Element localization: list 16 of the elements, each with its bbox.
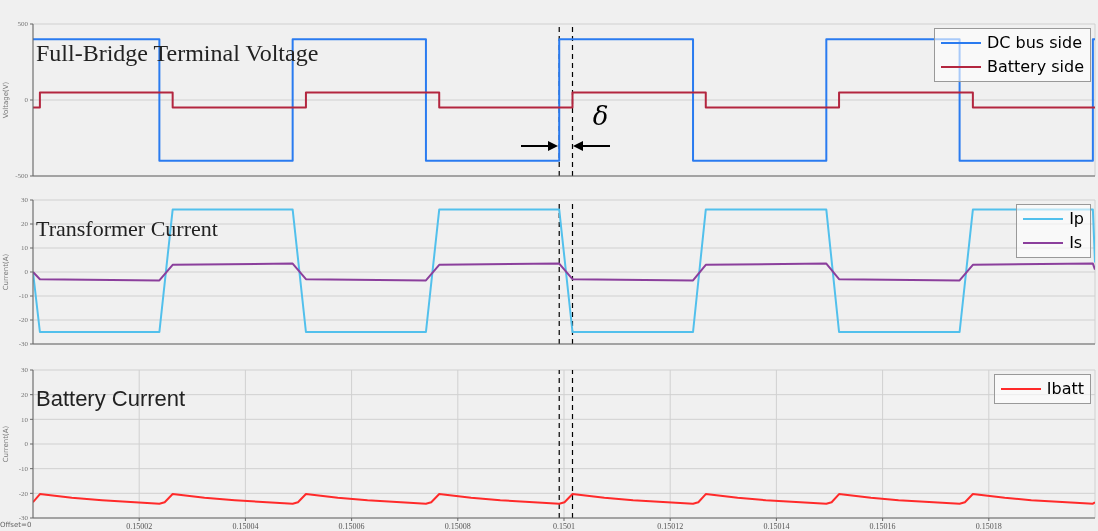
x-tick-label: 0.15006 [338,521,365,531]
legend-label: Ip [1069,208,1084,230]
legend-label: DC bus side [986,32,1082,54]
annotation: δ [592,101,609,131]
x-tick-label: 0.15008 [444,521,471,531]
x-tick-label: 0.15002 [126,521,153,531]
x-tick-label: 0.15018 [975,521,1002,531]
legend-label: Is [1069,232,1083,254]
legend-label: Battery side [986,56,1084,78]
x-tick-label: 0.1501 [553,521,575,531]
x-tick-label: 0.15004 [232,521,259,531]
legend-label: Ibatt [1046,378,1084,400]
x-tick-label: 0.15012 [657,521,684,531]
x-tick-label: 0.15014 [763,521,790,531]
text: Battery Current [36,386,186,412]
x-tick-label: 0.15016 [869,521,896,531]
